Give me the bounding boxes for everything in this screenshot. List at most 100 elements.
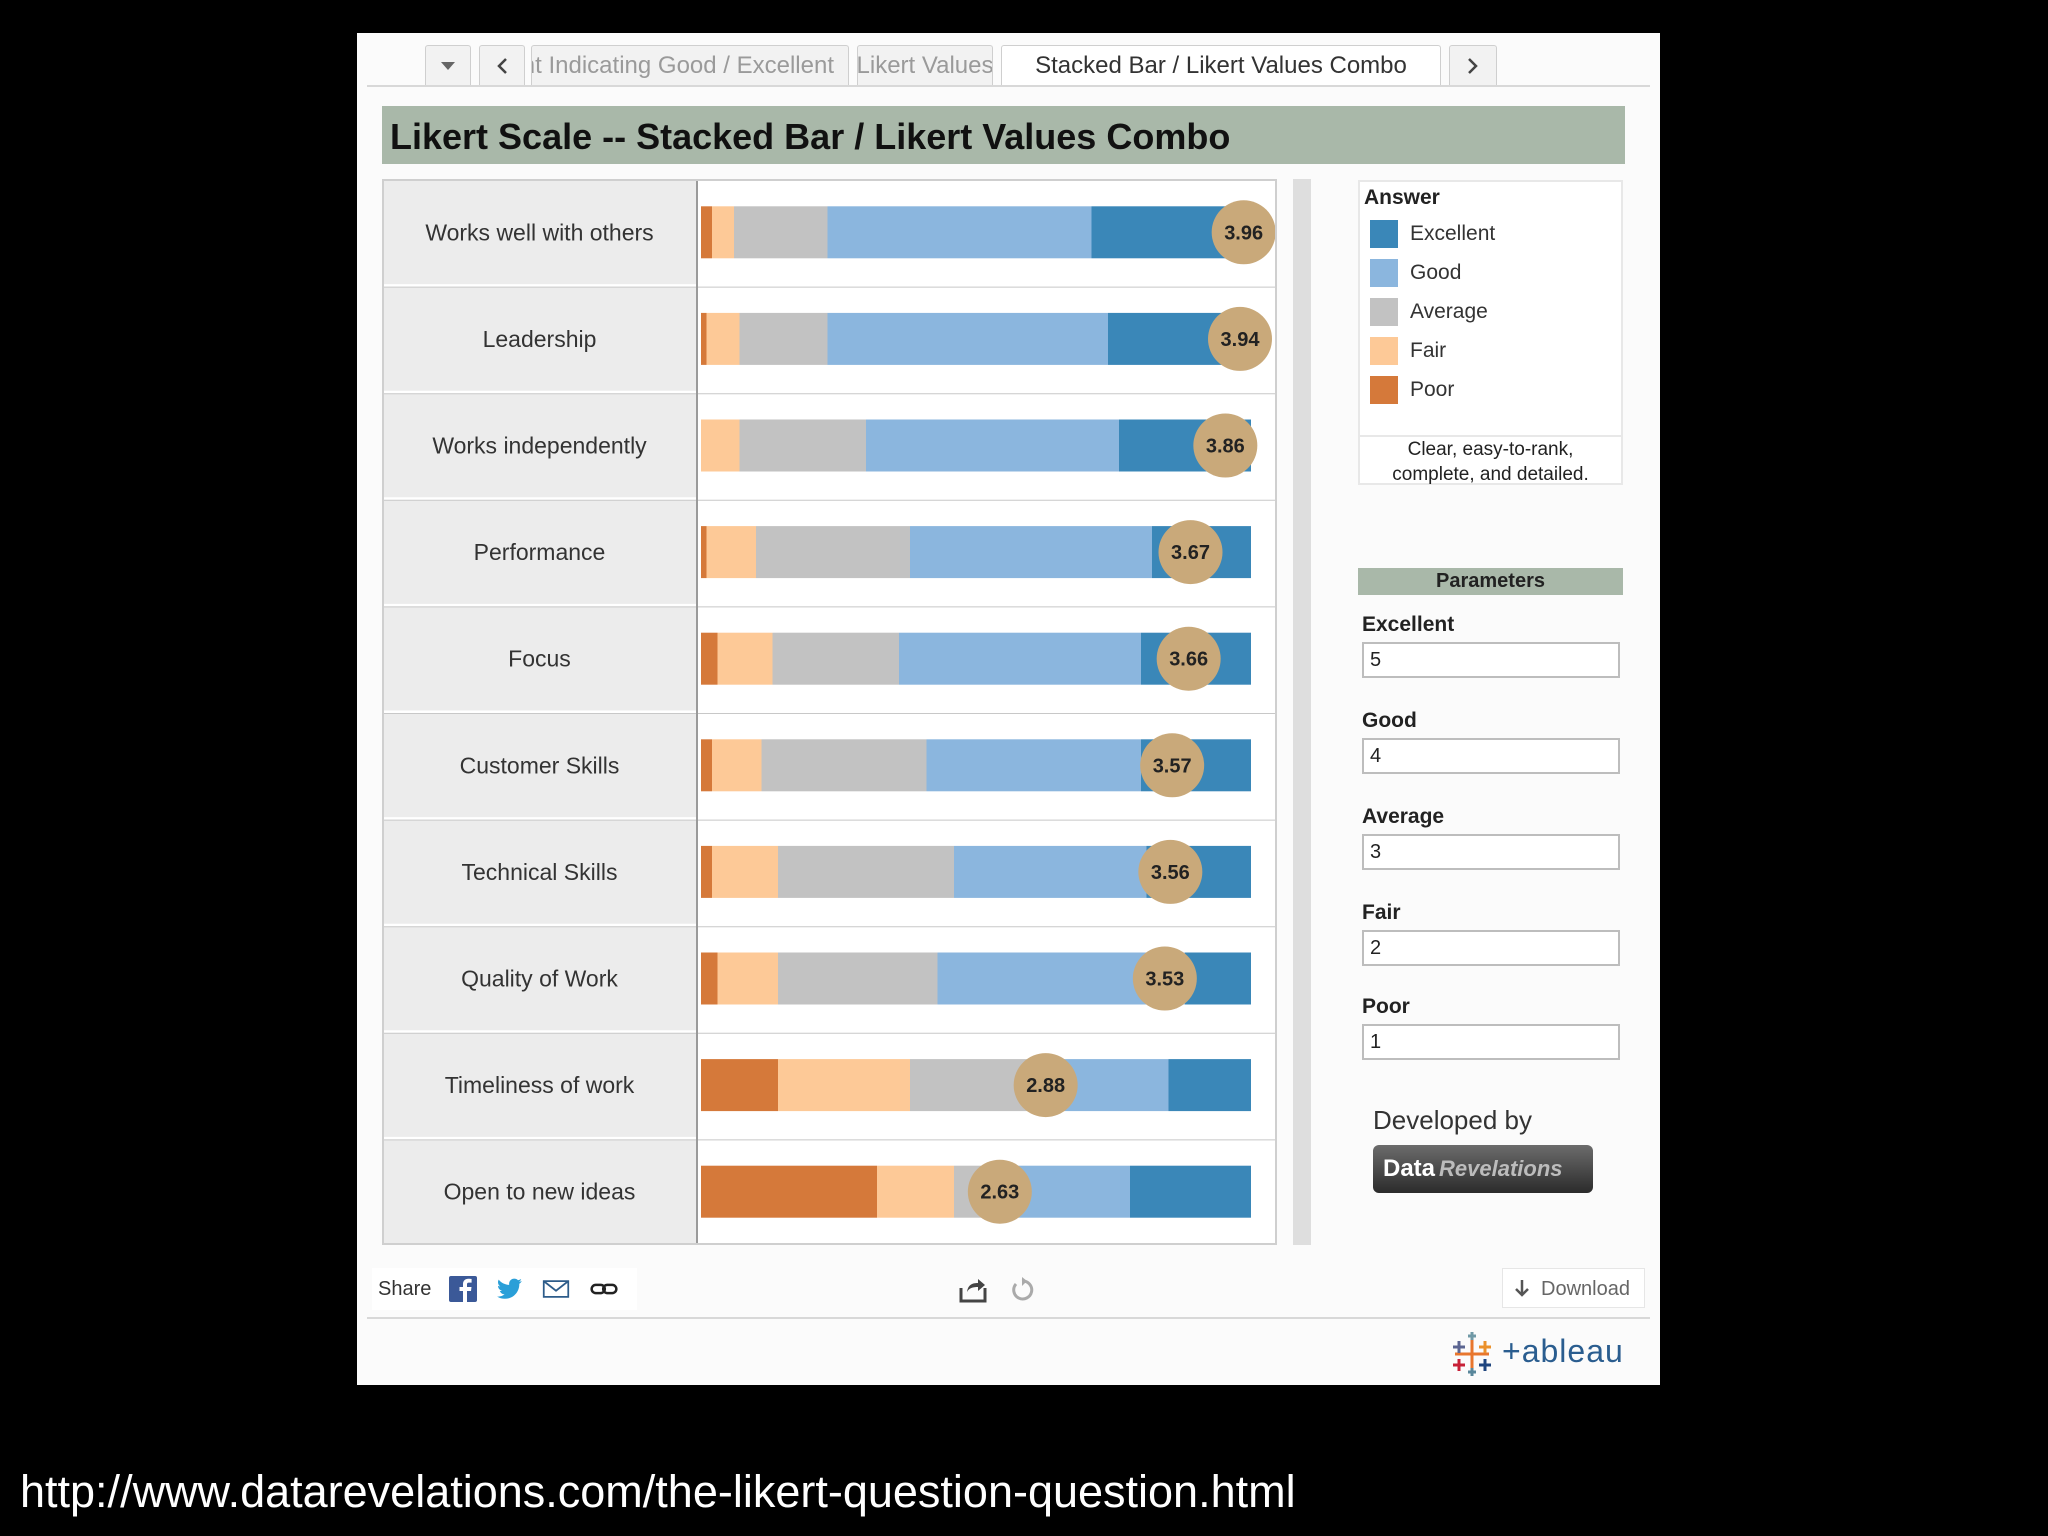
bar-segment-good [827,312,1108,365]
likert-value-label: 3.66 [1169,649,1208,671]
bar-segment-poor [701,952,718,1005]
likert-value-marker [1138,839,1203,904]
dashboard-title-bar: Likert Scale -- Stacked Bar / Likert Val… [382,106,1625,164]
tableau-wordmark: +ableau [1502,1333,1624,1369]
legend-swatch [1370,337,1398,365]
tab-dropdown-button[interactable] [425,45,471,85]
facebook-icon[interactable] [449,1276,477,1302]
email-icon[interactable] [542,1276,570,1302]
bar-segment-excellent [1168,1059,1251,1112]
param-label-good: Good [1362,709,1417,732]
bar-segment-average [739,312,828,365]
bar-segment-fair [877,1165,954,1218]
logo-word-data: Data [1383,1155,1436,1182]
bottom-toolbar: Share [372,1268,1645,1310]
bar-segment-good [827,206,1092,259]
developed-by-label: Developed by [1373,1105,1532,1135]
param-input-excellent[interactable] [1362,642,1620,678]
bar-segment-good [926,739,1141,792]
bar-segment-fair [778,1059,910,1112]
category-label: Timeliness of work [445,1072,635,1098]
tab-label: Likert Values [857,51,993,79]
download-button[interactable]: Download [1502,1268,1645,1308]
legend-item-excellent[interactable]: Excellent [1366,220,1606,248]
data-revelations-logo[interactable]: Data Revelations [1373,1145,1593,1193]
likert-value-marker [1208,306,1272,371]
dashboard-title: Likert Scale -- Stacked Bar / Likert Val… [390,116,1231,157]
bar-segment-poor [701,1165,877,1218]
param-label-average: Average [1362,805,1445,828]
bar-segment-good [1014,1165,1130,1218]
caption-line: complete, and detailed. [1392,464,1589,485]
likert-value-label: 2.63 [980,1182,1019,1204]
likert-value-marker [1132,946,1197,1011]
likert-value-label: 2.88 [1026,1075,1065,1097]
bar-segment-good [899,632,1141,685]
likert-value-marker [1211,200,1276,265]
param-input-average[interactable] [1362,834,1620,870]
likert-value-label: 3.67 [1171,542,1210,564]
legend-title: Answer [1364,186,1440,209]
bar-segment-average [739,419,866,472]
bar-segment-average [756,526,910,579]
chevron-left-icon [497,57,507,74]
tableau-viz: Percent Indicating Good / Excellent Like… [357,33,1660,1385]
logo-word-revelations: Revelations [1439,1156,1563,1181]
tab-likert-values[interactable]: Likert Values [857,45,993,85]
category-label: Works independently [432,433,647,459]
tab-label: Percent Indicating Good / Excellent [532,51,834,79]
bar-segment-fair [712,845,778,898]
bar-segment-poor [701,526,707,579]
param-label-fair: Fair [1362,901,1401,924]
chart-border [382,179,1277,1245]
tab-next-button[interactable] [1449,45,1497,85]
likert-value-label: 3.96 [1224,222,1263,244]
tab-stacked-bar-likert-combo[interactable]: Stacked Bar / Likert Values Combo [1001,45,1441,85]
tab-percent-good-excellent[interactable]: Percent Indicating Good / Excellent [531,45,849,85]
source-url: http://www.datarevelations.com/the-liker… [20,1466,1296,1517]
tab-prev-button[interactable] [479,45,525,85]
legend-item-good[interactable]: Good [1366,259,1606,287]
category-label: Customer Skills [460,752,620,778]
bar-segment-average [778,952,938,1005]
bar-segment-fair [706,526,756,579]
category-label: Focus [508,646,571,672]
share-group: Share [372,1268,637,1310]
bar-segment-fair [712,206,734,259]
tableau-logo[interactable]: +ableau [1447,1329,1647,1379]
legend: Answer Excellent Good Average Fair Poor [1358,180,1623,446]
chevron-right-icon [1468,57,1478,74]
legend-item-poor[interactable]: Poor [1366,376,1606,404]
param-input-fair[interactable] [1362,930,1620,966]
likert-value-marker [1140,733,1205,798]
param-input-poor[interactable] [1362,1024,1620,1060]
bar-segment-fair [717,952,778,1005]
legend-item-average[interactable]: Average [1366,298,1606,326]
likert-value-label: 3.53 [1145,969,1184,991]
bar-segment-excellent [1130,1165,1251,1218]
parameters-header: Parameters [1358,568,1623,595]
chart-scrollbar[interactable] [1293,179,1311,1245]
param-label-excellent: Excellent [1362,613,1455,636]
legend-swatch [1370,376,1398,404]
legend-label: Poor [1410,378,1455,401]
bar-segment-average [772,632,899,685]
caption-box: Clear, easy-to-rank, complete, and detai… [1358,435,1623,485]
bar-segment-poor [701,1059,778,1112]
download-arrow-icon [1515,1280,1529,1297]
revert-icon[interactable] [1008,1276,1036,1304]
twitter-icon[interactable] [496,1276,524,1302]
likert-value-label: 3.94 [1221,329,1261,351]
bar-segment-poor [701,739,712,792]
toolbar-divider [367,1317,1650,1319]
likert-value-marker [1158,520,1223,585]
caret-down-icon [441,61,455,70]
bar-segment-poor [701,845,712,898]
param-input-good[interactable] [1362,738,1620,774]
stacked-bar-chart: Works well with others 3.96 Leadership 3.94… [382,179,1277,1245]
share-export-icon[interactable] [958,1276,988,1304]
category-label: Quality of Work [461,966,618,992]
tableau-cross-icon [1453,1332,1491,1376]
link-icon[interactable] [590,1276,618,1302]
legend-item-fair[interactable]: Fair [1366,337,1606,365]
